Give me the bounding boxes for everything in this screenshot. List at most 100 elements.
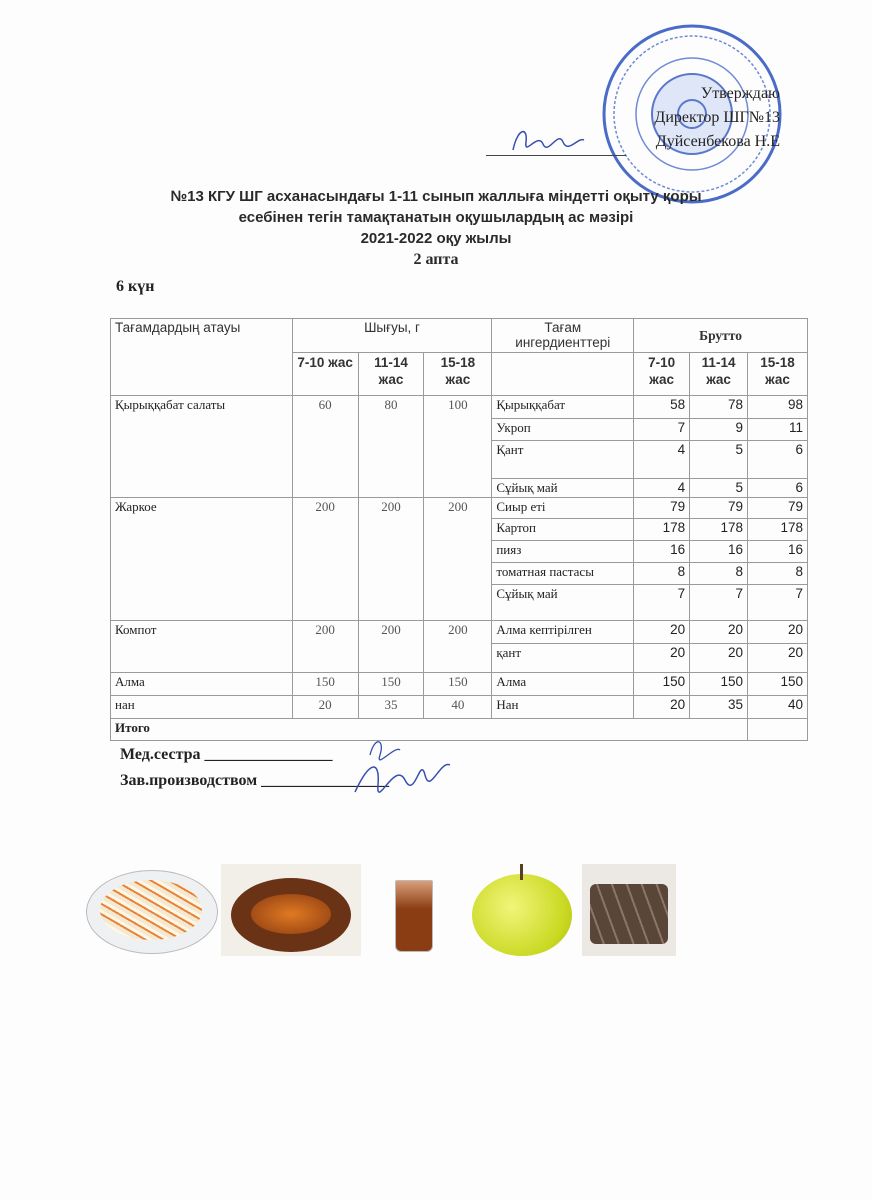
brutto-value: 20 <box>633 620 691 644</box>
brutto-value: 20 <box>689 620 749 644</box>
director-title: Директор ШГ№13 <box>654 109 780 126</box>
title-line: есебінен тегін тамақтанатын оқушылардың … <box>238 209 634 226</box>
header-age: 11-14 жас <box>357 352 425 396</box>
brutto-value: 7 <box>633 418 691 441</box>
brutto-value: 98 <box>747 395 808 419</box>
brutto-value: 6 <box>747 440 808 479</box>
brutto-value: 79 <box>747 497 808 519</box>
ingredient-name: Укроп <box>491 418 635 441</box>
nurse-signature: Мед.сестра ________________ <box>120 746 333 763</box>
brutto-value: 150 <box>689 672 749 696</box>
dish-output: 200 <box>357 497 425 621</box>
header-age: 7-10 жас <box>633 352 691 396</box>
dish-output: 20 <box>291 695 359 719</box>
brutto-value: 178 <box>633 518 691 541</box>
menu-table: Тағамдардың атауы Шығуы, г Тағам ингерди… <box>109 318 808 741</box>
brutto-value: 16 <box>747 540 808 563</box>
brutto-value: 150 <box>633 672 691 696</box>
official-stamp <box>602 24 782 204</box>
table-row: Сұйық май 7 7 7 <box>111 584 808 621</box>
brutto-value: 79 <box>633 497 691 519</box>
brutto-value: 8 <box>689 562 749 585</box>
table-row: томатная пастасы 8 8 8 <box>111 562 808 585</box>
bread-photo <box>582 864 676 956</box>
apple-photo <box>470 864 574 956</box>
brutto-value: 20 <box>689 643 749 673</box>
ingredient-name: Сұйық май <box>491 584 635 621</box>
day-label: 6 күн <box>116 278 155 295</box>
brutto-value: 178 <box>747 518 808 541</box>
dish-output: 60 <box>291 395 359 498</box>
header-ingredients: Тағам ингердиенттері <box>491 318 635 353</box>
dish-name: Компот <box>110 620 293 673</box>
brutto-value: 11 <box>747 418 808 441</box>
header-brutto: Брутто <box>633 318 808 353</box>
dish-output: 200 <box>357 620 425 673</box>
brutto-value: 7 <box>633 584 691 621</box>
ingredient-name: Алма <box>491 672 635 696</box>
ingredient-name: Сиыр еті <box>491 497 635 519</box>
dish-output: 200 <box>423 620 493 673</box>
total-label: Итого <box>109 718 749 741</box>
table-row: Қырыққабат салаты 60 80 100 Қырыққабат 58 78 98 <box>110 395 808 498</box>
dish-name: Алма <box>110 672 293 696</box>
dish-output: 80 <box>357 395 425 498</box>
brutto-value: 8 <box>633 562 691 585</box>
roast-photo <box>221 864 361 956</box>
brutto-value: 9 <box>689 418 749 441</box>
brutto-value: 178 <box>689 518 749 541</box>
document-title: №13 КГУ ШГ асханасындағы 1-11 сынып жалл… <box>0 186 872 270</box>
brutto-value: 4 <box>633 478 691 498</box>
title-line: №13 КГУ ШГ асханасындағы 1-11 сынып жалл… <box>170 188 702 205</box>
brutto-value: 5 <box>689 440 749 479</box>
approval-block: Утверждаю Директор ШГ№13 Дуйсенбекова Н.… <box>654 82 780 154</box>
brutto-value: 20 <box>747 643 808 673</box>
ingredient-name: Алма кептірілген <box>491 620 635 644</box>
ingredient-name: пияз <box>491 540 635 563</box>
table-row: Компот 200 200 200 Алма кептірілген 20 20 20 <box>110 620 808 673</box>
brutto-value: 20 <box>747 620 808 644</box>
week-label: 2 апта <box>413 251 459 268</box>
dish-output: 200 <box>291 620 359 673</box>
ingredient-name: Қырыққабат <box>491 395 635 419</box>
brutto-value: 35 <box>689 695 749 719</box>
compote-photo <box>393 864 433 956</box>
dish-name: Жаркое <box>110 497 293 621</box>
dish-output: 150 <box>423 672 493 696</box>
production-signature: Зав.производством ________________ <box>120 772 390 789</box>
brutto-value: 20 <box>633 643 691 673</box>
ingredient-name: Сұйық май <box>491 478 635 498</box>
brutto-value: 6 <box>747 478 808 498</box>
dish-output: 200 <box>423 497 493 621</box>
brutto-value: 5 <box>689 478 749 498</box>
dish-name: Қырыққабат салаты <box>110 395 293 498</box>
header-age: 7-10 жас <box>291 352 359 396</box>
table-row: Қант 4 5 6 <box>111 440 808 479</box>
ingredient-name: Картоп <box>491 518 635 541</box>
cabbage-salad-photo <box>86 864 218 956</box>
table-row: Алма 150 150 150 Алма 150 150 150 <box>110 672 808 696</box>
brutto-value: 150 <box>747 672 808 696</box>
dish-output: 40 <box>423 695 493 719</box>
brutto-value: 16 <box>689 540 749 563</box>
header-dish: Тағамдардың атауы <box>110 318 293 396</box>
table-row: Картоп 178 178 178 <box>111 518 808 541</box>
brutto-value: 8 <box>747 562 808 585</box>
dish-name: нан <box>110 695 293 719</box>
header-output: Шығуы, г <box>291 318 493 353</box>
dish-output: 150 <box>357 672 425 696</box>
header-age: 11-14 жас <box>689 352 749 396</box>
header-age: 15-18 жас <box>747 352 808 396</box>
dish-output: 200 <box>291 497 359 621</box>
brutto-value: 16 <box>633 540 691 563</box>
brutto-value: 20 <box>633 695 691 719</box>
brutto-value: 58 <box>633 395 691 419</box>
signature-line <box>486 155 626 156</box>
ingredient-name: томатная пастасы <box>491 562 635 585</box>
ingredient-name: Қант <box>491 440 635 479</box>
ingredient-name: Нан <box>491 695 635 719</box>
brutto-value: 40 <box>747 695 808 719</box>
school-year: 2021-2022 оқу жылы <box>360 230 512 247</box>
director-name: Дуйсенбекова Н.Е <box>655 133 780 150</box>
